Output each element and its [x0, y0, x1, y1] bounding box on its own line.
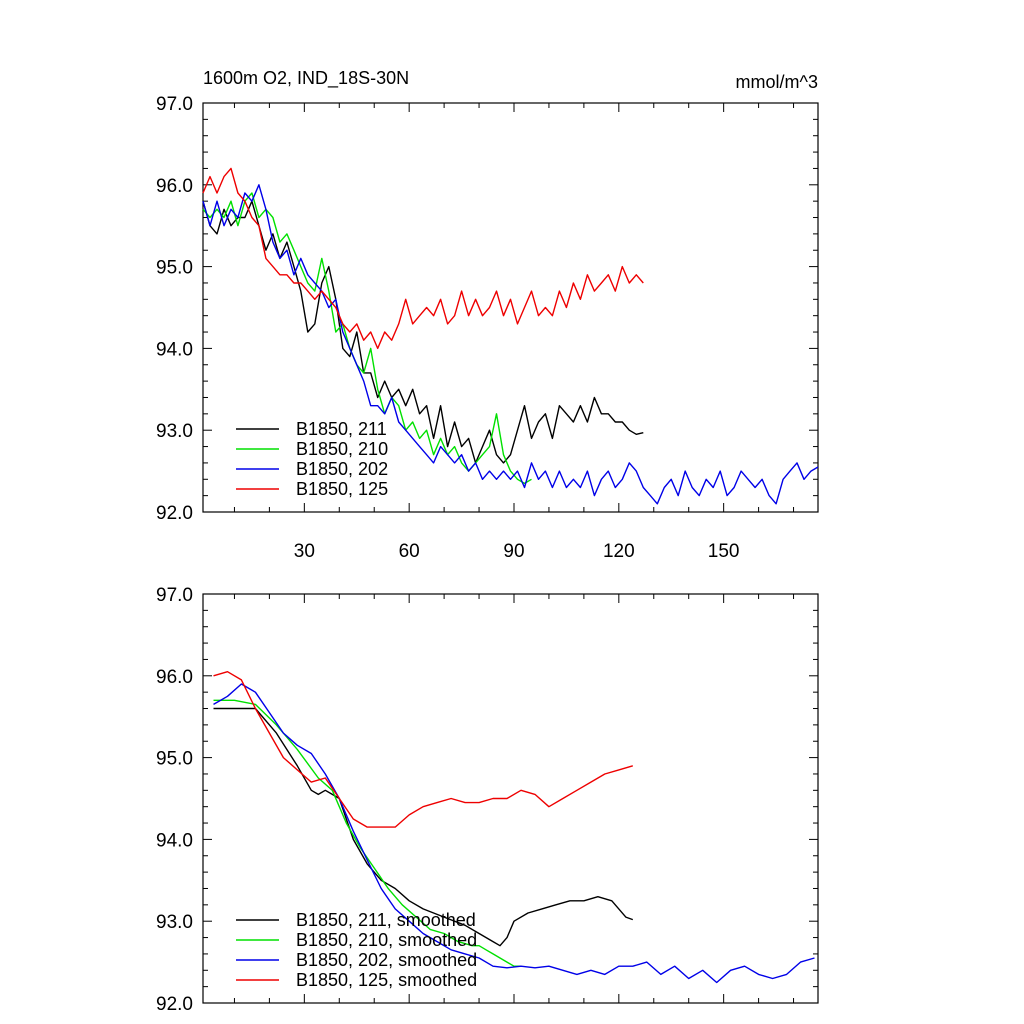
legend-label: B1850, 125, smoothed — [296, 970, 477, 990]
series-line-b1850-125-smoothed — [213, 671, 633, 828]
x-tick-label: 120 — [603, 541, 635, 562]
y-tick-label: 92.0 — [156, 503, 193, 524]
y-tick-label: 94.0 — [156, 339, 193, 360]
series-line-b1850-202 — [202, 184, 819, 505]
bottom-panel: 92.0 93.0 94.0 95.0 96.0 97.0 B1850, 211, smoo… — [156, 585, 819, 1015]
legend-label: B1850, 211 — [296, 419, 387, 439]
series-line-b1850-210 — [202, 192, 532, 485]
y-tick-label: 95.0 — [156, 749, 193, 770]
y-tick-label: 94.0 — [156, 830, 193, 851]
y-tick-label: 97.0 — [156, 94, 193, 115]
figure-units: mmol/m^3 — [736, 72, 818, 92]
legend-label: B1850, 202, smoothed — [296, 950, 477, 970]
y-tick-label: 95.0 — [156, 258, 193, 279]
series-line-b1850-125 — [202, 167, 644, 350]
x-tick-label: 30 — [294, 541, 315, 562]
legend-label: B1850, 210, smoothed — [296, 930, 477, 950]
series-line-b1850-202-smoothed — [213, 683, 815, 984]
plot-frame — [202, 593, 819, 1004]
legend-label: B1850, 210 — [296, 439, 388, 459]
x-tick-label: 90 — [503, 541, 524, 562]
series-line-b1850-210-smoothed — [213, 699, 521, 967]
y-tick-label: 96.0 — [156, 176, 193, 197]
legend-label: B1850, 211, smoothed — [296, 910, 476, 930]
y-tick-label: 93.0 — [156, 912, 193, 933]
legend-label: B1850, 125 — [296, 479, 388, 499]
y-tick-label: 96.0 — [156, 667, 193, 688]
series-line-b1850-211-smoothed — [213, 707, 634, 947]
x-tick-label: 150 — [708, 541, 740, 562]
top-panel: 92.0 93.0 94.0 95.0 96.0 97.0 30 60 90 120 150 B185… — [156, 94, 819, 562]
legend-label: B1850, 202 — [296, 459, 388, 479]
y-tick-label: 97.0 — [156, 585, 193, 606]
y-tick-label: 93.0 — [156, 421, 193, 442]
figure-title: 1600m O2, IND_18S-30N — [203, 68, 409, 89]
y-tick-label: 92.0 — [156, 994, 193, 1015]
series-line-b1850-211 — [202, 200, 644, 464]
plot-frame — [202, 102, 819, 513]
x-tick-label: 60 — [399, 541, 420, 562]
